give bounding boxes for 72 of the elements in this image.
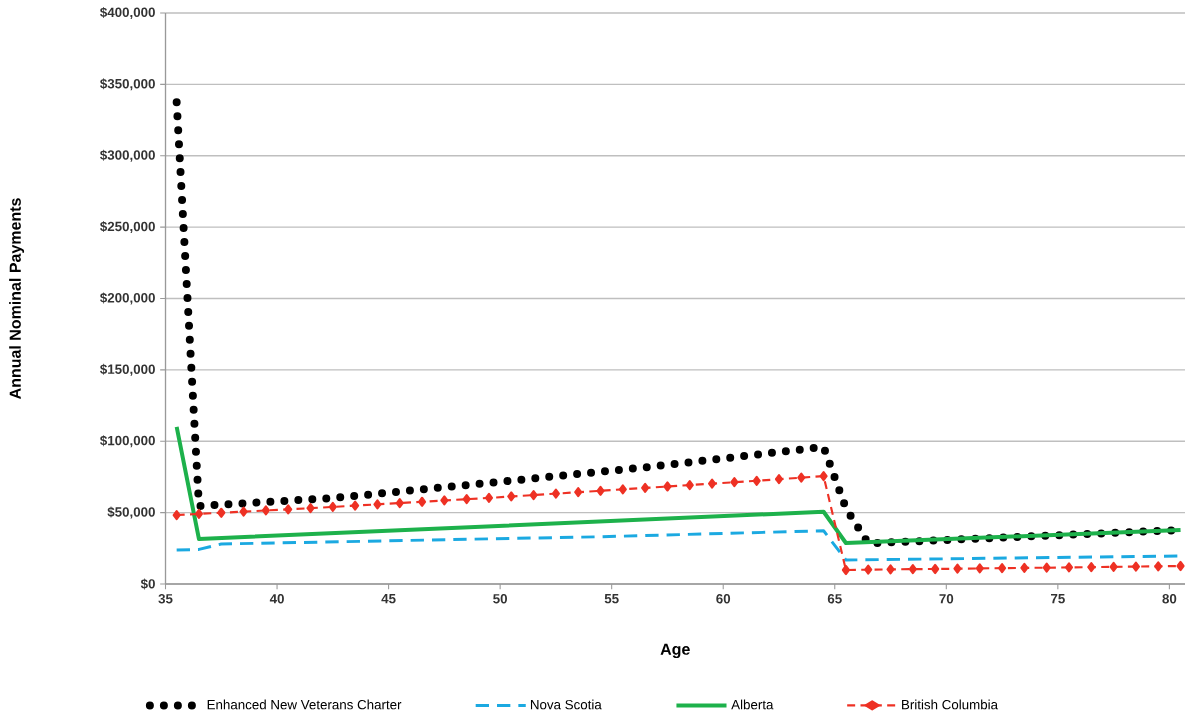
x-tick-label: 45 (381, 594, 396, 604)
point (1131, 561, 1140, 572)
point (1176, 560, 1185, 572)
point (953, 563, 962, 574)
point (998, 563, 1007, 574)
legend-label: Alberta (731, 699, 774, 710)
point (819, 471, 828, 482)
y-tick-label: $400,000 (100, 7, 155, 19)
point (172, 509, 181, 521)
point (1087, 562, 1096, 573)
point (306, 503, 315, 514)
legend-label: Nova Scotia (530, 699, 602, 710)
y-tick-label: $150,000 (100, 363, 155, 376)
point (239, 506, 248, 517)
legend-label: Enhanced New Veterans Charter (207, 699, 402, 710)
point (417, 496, 427, 507)
point (574, 487, 583, 498)
y-tick-label: $0 (140, 578, 155, 590)
x-tick-label: 75 (1050, 594, 1065, 604)
point (194, 508, 204, 519)
x-tick-label: 50 (493, 594, 508, 604)
x-tick-label: 55 (604, 594, 619, 604)
point (1020, 562, 1029, 573)
point (462, 494, 471, 505)
point (886, 564, 895, 575)
point (551, 488, 560, 499)
point (261, 505, 270, 516)
point (1064, 562, 1074, 573)
point (217, 507, 226, 518)
point (685, 479, 694, 491)
point (663, 481, 672, 492)
point (975, 563, 984, 574)
point (707, 478, 717, 489)
point (641, 482, 650, 493)
point (395, 497, 404, 509)
point (841, 564, 850, 576)
point (484, 492, 494, 503)
point (730, 477, 739, 488)
y-tick-label: $100,000 (100, 435, 155, 448)
point (440, 495, 449, 506)
x-tick-label: 35 (158, 594, 173, 604)
point (1109, 561, 1118, 572)
y-axis-title: Annual Nominal Payments (9, 198, 25, 399)
x-tick-label: 60 (716, 594, 731, 604)
point (931, 563, 940, 575)
point (908, 564, 917, 575)
point (1042, 562, 1051, 573)
point (596, 485, 605, 496)
point (618, 484, 627, 495)
x-tick-label: 40 (269, 594, 284, 604)
point (864, 564, 873, 575)
line-series (174, 424, 1183, 546)
x-tick-label: 65 (827, 594, 842, 604)
y-tick-label: $250,000 (100, 221, 155, 234)
x-axis-title: Age (660, 643, 690, 659)
point (351, 500, 360, 511)
point (328, 501, 337, 512)
point (529, 489, 538, 501)
point (774, 474, 784, 485)
point (373, 499, 382, 510)
x-tick-label: 80 (1162, 594, 1177, 604)
y-tick-label: $200,000 (100, 292, 155, 305)
legend-label: British Columbia (902, 699, 999, 710)
x-tick-label: 70 (939, 594, 954, 604)
y-tick-label: $50,000 (107, 506, 155, 519)
point (284, 504, 293, 515)
point (752, 475, 761, 486)
point (1154, 561, 1163, 572)
point (507, 491, 516, 502)
point (797, 472, 806, 483)
y-tick-label: $300,000 (100, 149, 155, 162)
y-tick-label: $350,000 (100, 78, 155, 91)
